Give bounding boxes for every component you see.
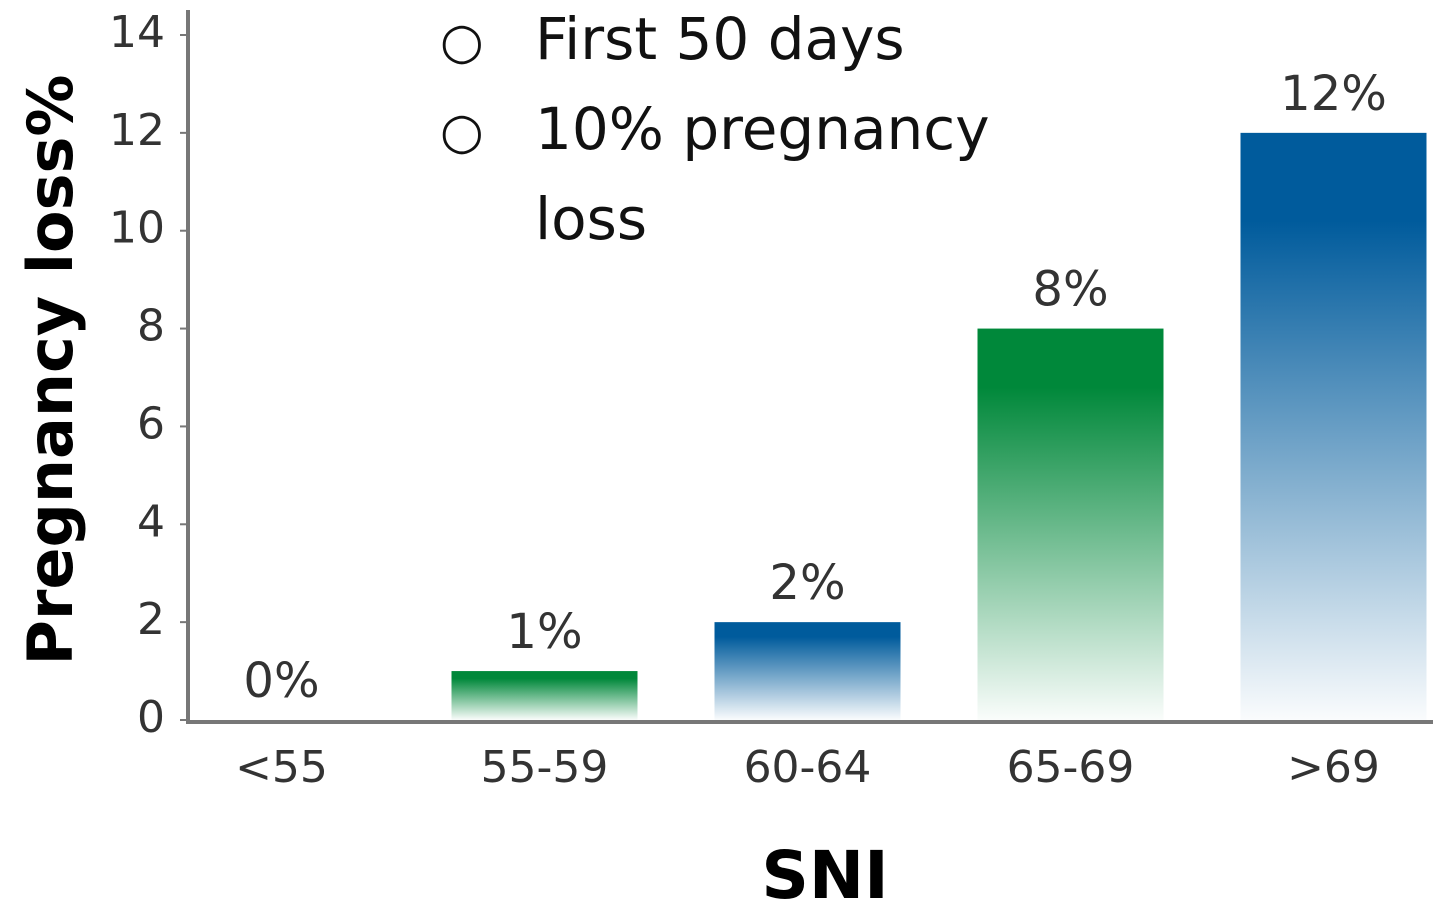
x-tick-label: <55 [235,742,328,793]
x-axis-label: SNI [761,837,888,911]
x-tick-label: 65-69 [1007,742,1135,793]
data-label: 0% [243,653,319,709]
bullet: ○ [440,102,484,160]
bar [714,622,901,720]
y-tick-label: 6 [137,398,165,449]
y-tick-label: 14 [109,7,165,58]
x-tick-label: 55-59 [481,742,609,793]
annotation: First 50 days [535,5,905,73]
bar [1240,132,1427,720]
y-tick-label: 8 [137,301,165,352]
data-label: 2% [769,555,845,611]
data-label: 1% [506,604,582,660]
data-label: 12% [1280,66,1387,122]
bar [977,328,1164,720]
x-tick-label: 60-64 [744,742,872,793]
y-tick-label: 2 [137,594,165,645]
data-label: 8% [1032,262,1108,318]
y-axis-label: Pregnancy loss% [14,74,87,665]
bar [451,671,638,720]
y-tick-label: 0 [137,692,165,743]
x-tick-label: >69 [1287,742,1380,793]
y-tick-label: 12 [109,105,165,156]
y-tick-label: 10 [109,203,165,254]
annotation: 10% pregnancy loss [535,95,990,253]
y-tick-label: 4 [137,496,165,547]
bullet: ○ [440,12,484,70]
